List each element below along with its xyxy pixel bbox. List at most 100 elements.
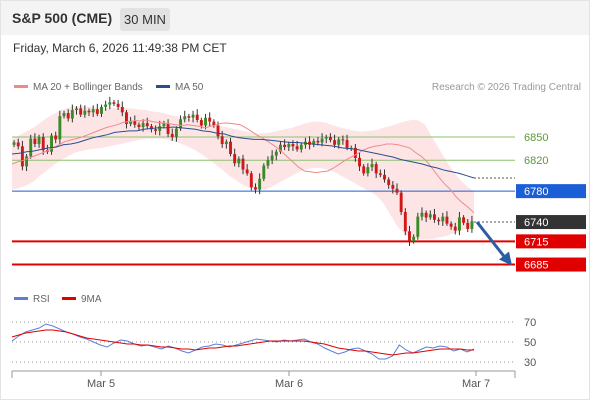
rsi-tick-label: 70 — [524, 317, 536, 329]
candle-body — [395, 188, 399, 193]
x-tick-label: Mar 6 — [275, 378, 303, 390]
candle-body — [91, 109, 95, 113]
candle-body — [108, 102, 112, 105]
candle-body — [362, 166, 366, 174]
level-label: 6740 — [524, 217, 548, 229]
candle-body — [391, 184, 395, 189]
ma50-legend-swatch — [156, 85, 170, 88]
level-badge — [516, 257, 586, 272]
candle-body — [337, 139, 341, 145]
level-badge — [516, 184, 586, 199]
candles — [12, 96, 474, 246]
candle-body — [387, 179, 391, 185]
candle-body — [457, 217, 461, 231]
candle-body — [25, 156, 29, 167]
candle-body — [378, 173, 382, 175]
candle-body — [20, 146, 24, 167]
candle-body — [383, 174, 386, 180]
candle-body — [41, 137, 45, 151]
rsi-ma-line — [11, 329, 474, 356]
candle-body — [54, 135, 58, 140]
copyright-text: Research © 2026 Trading Central — [432, 82, 581, 93]
candle-body — [137, 124, 141, 127]
candle-body — [341, 139, 345, 141]
level-label: 6780 — [524, 186, 548, 198]
candle-body — [453, 226, 457, 231]
rsi-legend: RSI 9MA — [14, 294, 102, 305]
x-tick-label: Mar 7 — [462, 378, 490, 390]
candle-body — [162, 123, 166, 127]
candle-body — [262, 165, 266, 179]
ma20-legend-swatch — [14, 85, 28, 88]
candle-body — [104, 104, 108, 107]
candle-body — [462, 217, 466, 223]
candle-body — [83, 110, 87, 115]
rsi-ma-legend-swatch — [62, 297, 76, 300]
candle-body — [208, 117, 212, 122]
candle-body — [345, 140, 349, 148]
candle-body — [141, 123, 145, 127]
rsi-line — [11, 323, 475, 360]
candle-body — [220, 136, 224, 144]
candle-body — [79, 108, 83, 115]
candle-body — [258, 178, 262, 190]
level-badge — [516, 215, 586, 230]
candle-body — [195, 114, 199, 121]
forecast-arrow-head — [499, 251, 512, 266]
candle-body — [154, 129, 158, 131]
candle-body — [75, 108, 78, 110]
candle-body — [237, 158, 241, 164]
instrument-title: S&P 500 (CME) — [12, 10, 113, 26]
candle-body — [449, 223, 453, 227]
candle-body — [241, 158, 245, 170]
candle-body — [145, 123, 149, 127]
candle-body — [370, 164, 374, 168]
candle-body — [116, 103, 120, 107]
ma50-legend-label: MA 50 — [175, 82, 204, 93]
candle-body — [133, 120, 137, 125]
level-label: 6685 — [524, 260, 548, 272]
level-badge — [516, 234, 586, 249]
candle-body — [437, 219, 441, 222]
candle-body — [149, 126, 153, 130]
rsi-panel: 70 50 30 — [11, 317, 536, 369]
candle-body — [445, 216, 449, 224]
candle-body — [191, 114, 195, 118]
candle-body — [266, 160, 270, 166]
ma20-line — [11, 119, 475, 214]
moving-averages — [11, 119, 475, 214]
candle-body — [353, 147, 357, 158]
rsi-tick-label: 50 — [524, 337, 536, 349]
candle-body — [87, 110, 91, 113]
candle-body — [254, 187, 257, 190]
rsi-legend-label: RSI — [33, 294, 50, 305]
candle-body — [158, 126, 162, 131]
candle-body — [408, 231, 411, 242]
candle-body — [316, 140, 320, 143]
candle-body — [279, 144, 282, 152]
x-axis: Mar 5 Mar 6 Mar 7 — [11, 370, 516, 390]
candle-body — [179, 119, 183, 129]
ma20-legend-label: MA 20 + Bollinger Bands — [33, 82, 143, 93]
candle-body — [433, 214, 436, 220]
candle-body — [333, 140, 337, 145]
candle-body — [216, 125, 220, 137]
candle-body — [320, 138, 324, 143]
candle-body — [183, 116, 187, 120]
level-label: 6850 — [524, 132, 548, 144]
rsi-tick-label: 30 — [524, 357, 536, 369]
candle-body — [270, 155, 274, 161]
candle-body — [70, 110, 74, 119]
candle-body — [470, 221, 474, 229]
candle-body — [199, 120, 203, 126]
candle-body — [312, 140, 316, 145]
chart-timestamp: Friday, March 6, 2026 11:49:38 PM CET — [13, 41, 227, 55]
chart-header: S&P 500 (CME) 30 MIN — [1, 1, 589, 35]
candle-body — [37, 137, 41, 144]
rsi-ma-legend-label: 9MA — [81, 294, 102, 305]
rsi-legend-swatch — [14, 297, 28, 300]
candle-body — [466, 222, 470, 229]
candle-body — [366, 167, 370, 174]
timeframe-button[interactable]: 30 MIN — [120, 8, 170, 31]
candle-body — [95, 109, 99, 114]
